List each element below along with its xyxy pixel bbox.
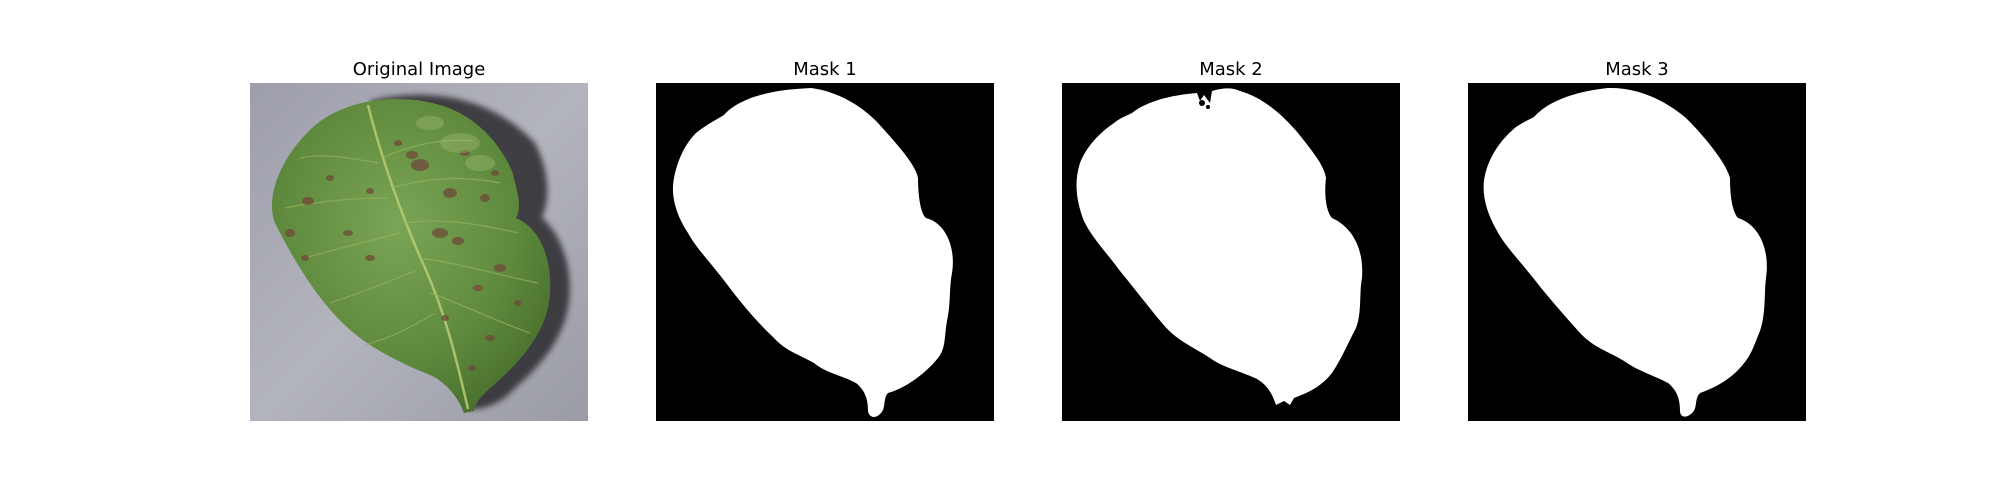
mask-1-title: Mask 1	[793, 59, 857, 80]
leaf-photo	[250, 83, 588, 421]
original-image-title: Original Image	[352, 59, 486, 80]
mask-1-region	[672, 88, 953, 417]
mask-3-region	[1483, 87, 1767, 417]
mask-1-panel: Mask 1	[656, 58, 994, 421]
mask-2-image	[1062, 83, 1400, 421]
leaf-shape	[271, 98, 551, 414]
mask-3-panel: Mask 3	[1468, 58, 1806, 421]
mask-1-image	[656, 83, 994, 421]
mask-2-title: Mask 2	[1199, 59, 1263, 80]
mask-2-panel: Mask 2	[1062, 58, 1400, 421]
original-image-panel: Original Image	[250, 58, 588, 421]
mask-2-region	[1076, 88, 1363, 405]
mask-3-title: Mask 3	[1605, 59, 1669, 80]
mask-3-image	[1468, 83, 1806, 421]
